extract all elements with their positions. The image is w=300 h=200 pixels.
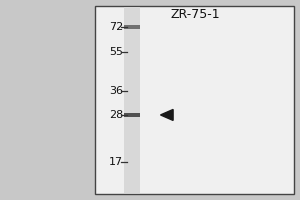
Text: 36: 36 <box>109 86 123 96</box>
Bar <box>124 7 140 193</box>
Text: 28: 28 <box>109 110 123 120</box>
Bar <box>124 113 140 117</box>
Polygon shape <box>160 109 173 120</box>
Text: 72: 72 <box>109 22 123 32</box>
Bar <box>94 6 294 194</box>
Text: 17: 17 <box>109 157 123 167</box>
Bar <box>124 25 140 29</box>
Text: ZR-75-1: ZR-75-1 <box>170 7 220 21</box>
Text: 55: 55 <box>109 47 123 57</box>
